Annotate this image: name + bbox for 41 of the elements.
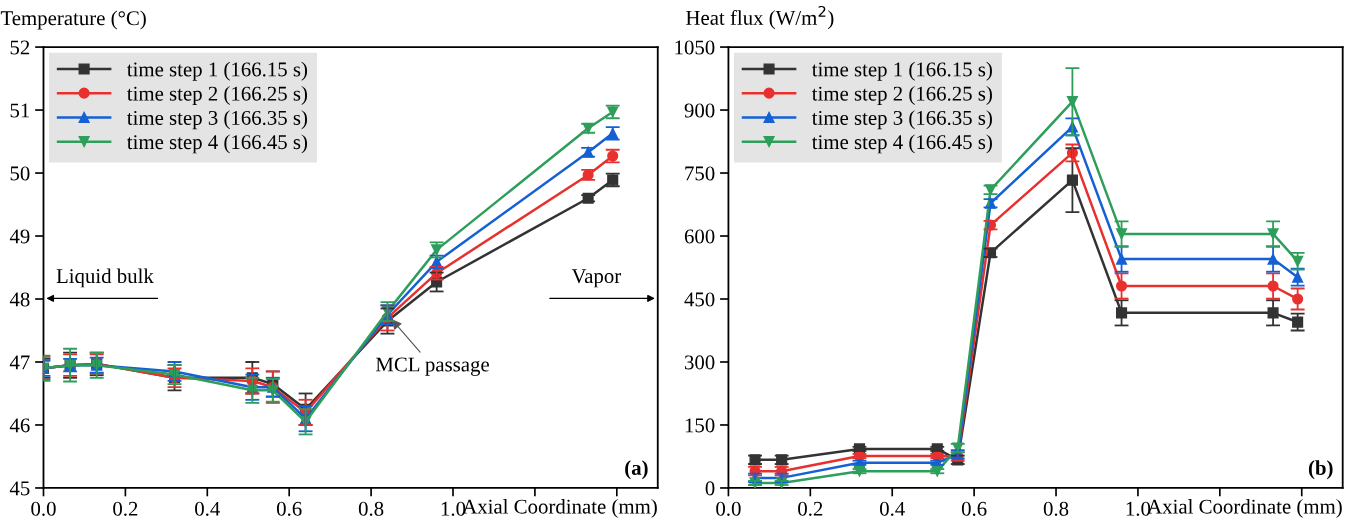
y-tick-label: 47	[9, 355, 30, 370]
y-tick-label: 600	[684, 229, 715, 244]
y-tick-label: 46	[9, 418, 30, 433]
legend-label: time step 1 (166.15 s)	[127, 61, 308, 81]
legend-label: time step 1 (166.15 s)	[811, 61, 992, 81]
y-tick-label: 51	[10, 103, 30, 118]
y-tick-label: 50	[10, 166, 30, 181]
annotation: MCL passage	[375, 357, 489, 376]
y-axis-title: Temperature (°C)	[0, 10, 146, 30]
y-tick-label: 450	[684, 292, 715, 307]
y-tick-label: 900	[684, 103, 715, 118]
y-tick-label: 300	[684, 355, 715, 370]
legend-label: time step 3 (166.35 s)	[811, 110, 992, 130]
annotation: Liquid bulk	[56, 268, 154, 288]
y-tick-label: 48	[9, 292, 30, 307]
y-tick-label: 49	[9, 229, 30, 244]
annotation: (b)	[1308, 460, 1333, 480]
x-tick-label: 0.0	[31, 501, 56, 516]
x-tick-label: 0.8	[1043, 501, 1069, 516]
y-tick-label: 0	[705, 481, 715, 496]
x-tick-label: 0.6	[276, 501, 302, 516]
legend-label: time step 2 (166.25 s)	[127, 86, 308, 105]
legend-label: time step 3 (166.35 s)	[127, 110, 308, 130]
x-tick-label: 0.4	[880, 501, 905, 516]
x-tick-label: 0.6	[961, 501, 987, 516]
x-tick-label: 0.0	[716, 501, 741, 516]
x-tick-label: 0.2	[798, 501, 823, 516]
y-tick-label: 150	[685, 418, 715, 433]
y-tick-label: 1050	[675, 40, 715, 55]
y-tick-label: 52	[10, 40, 30, 55]
x-tick-label: 0.8	[358, 501, 384, 516]
y-tick-label: 750	[685, 166, 715, 181]
legend-label: time step 4 (166.45 s)	[811, 134, 992, 154]
annotation: (a)	[625, 460, 648, 480]
y-tick-label: 45	[9, 481, 30, 496]
x-tick-label: 0.4	[195, 501, 220, 516]
legend-label: time step 4 (166.45 s)	[127, 134, 308, 154]
annotation: Vapor	[571, 269, 622, 288]
legend-label: time step 2 (166.25 s)	[811, 86, 992, 105]
x-tick-label: 0.2	[113, 501, 138, 516]
y-axis-title: Heat flux (W/m$^{2}$)	[686, 5, 834, 30]
